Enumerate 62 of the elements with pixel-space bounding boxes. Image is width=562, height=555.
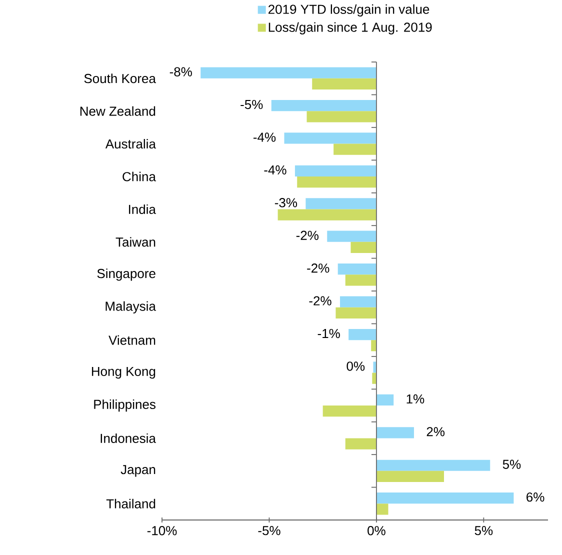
bar: [376, 460, 490, 471]
data-label: -3%: [274, 198, 298, 208]
bar: [345, 438, 376, 450]
bar: [376, 394, 394, 406]
bar: [348, 328, 376, 340]
x-tick-label: 5%: [474, 526, 493, 536]
x-tick-label: -5%: [258, 526, 280, 536]
y-tick-label: Malaysia: [106, 301, 156, 314]
bar: [371, 340, 376, 352]
x-tick-label: 0%: [368, 526, 386, 536]
bar: [350, 242, 376, 254]
y-tick-label: South Korea: [84, 74, 156, 84]
bar: [200, 67, 376, 78]
bar: [271, 100, 376, 112]
y-tick-label: Vietnam: [108, 335, 156, 345]
x-tick-label: -10%: [147, 526, 177, 536]
data-label: -5%: [240, 100, 263, 110]
data-label: -4%: [253, 132, 276, 142]
data-label: -1%: [318, 328, 340, 338]
bar: [312, 78, 376, 90]
y-tick-label: New Zealand: [80, 106, 156, 116]
y-tick-label: India: [128, 204, 156, 214]
bar: [334, 144, 376, 155]
data-label: 1%: [406, 394, 424, 404]
bar: [376, 492, 514, 504]
data-label: 2%: [426, 427, 445, 436]
bar: [376, 470, 444, 482]
data-label: -2%: [307, 264, 330, 273]
bar: [297, 176, 376, 188]
bar: [284, 132, 376, 144]
bar: [278, 209, 376, 220]
bar: [306, 198, 376, 210]
bar: [336, 307, 376, 318]
y-tick-label: Philippines: [94, 399, 156, 412]
bar: [372, 372, 376, 384]
y-tick-label: China: [122, 172, 156, 182]
data-label: -4%: [264, 165, 286, 174]
data-label: 0%: [346, 362, 365, 371]
bar: [376, 504, 388, 515]
data-label: 5%: [502, 460, 521, 469]
y-tick-label: Japan: [120, 465, 156, 477]
y-tick-label: Indonesia: [100, 433, 156, 443]
y-tick-label: Singapore: [97, 268, 156, 281]
legend-label: Loss/gain since 1 Aug. 2019: [268, 22, 432, 34]
data-label: -2%: [296, 230, 318, 240]
bar: [306, 111, 376, 122]
y-tick-label: Thailand: [106, 498, 156, 508]
data-label: -2%: [309, 296, 332, 306]
y-tick-label: Hong Kong: [92, 366, 156, 379]
data-label: -8%: [170, 67, 192, 76]
bar: [294, 165, 376, 176]
data-label: 6%: [526, 492, 544, 502]
y-tick-label: Australia: [105, 139, 156, 149]
bar: [322, 406, 376, 417]
y-tick-label: Taiwan: [116, 237, 156, 247]
bar: [345, 274, 376, 286]
bar: [373, 362, 376, 373]
bar: [338, 264, 376, 275]
bar: [327, 230, 376, 242]
bar: [340, 296, 376, 308]
bar: [376, 427, 414, 438]
legend-label: 2019 YTD loss/gain in value: [268, 4, 430, 16]
